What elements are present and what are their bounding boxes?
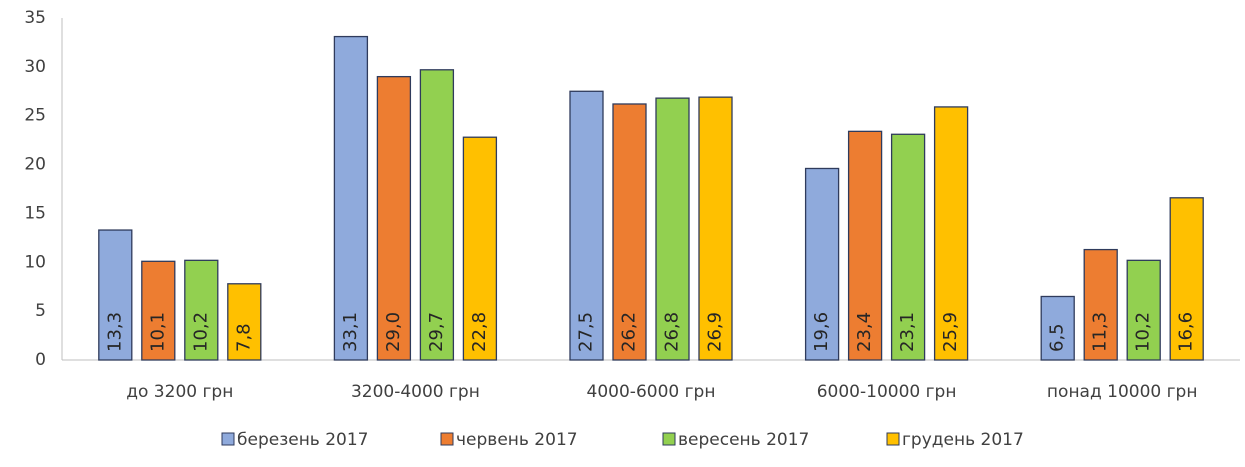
- bar: [933, 106, 969, 361]
- bar: [569, 90, 604, 361]
- value-label: 22,8: [469, 312, 490, 352]
- bar: [141, 260, 176, 361]
- bar: [419, 69, 455, 361]
- legend-label: вересень 2017: [678, 430, 809, 450]
- bar: [1169, 197, 1204, 361]
- x-tick-label: понад 10000 грн: [1047, 382, 1198, 402]
- y-tick-label: 10: [24, 252, 46, 272]
- y-tick-label: 25: [24, 106, 46, 126]
- bar: [847, 130, 883, 361]
- y-tick-label: 0: [35, 350, 46, 370]
- y-tick-label: 35: [24, 8, 46, 28]
- value-label: 16,6: [1176, 312, 1197, 352]
- bar: [612, 103, 647, 361]
- legend-label: червень 2017: [456, 430, 578, 450]
- value-label: 26,8: [662, 312, 683, 352]
- x-tick-label: 3200-4000 грн: [351, 382, 480, 402]
- legend-swatch: [662, 432, 676, 446]
- bar: [655, 97, 690, 361]
- value-label: 11,3: [1090, 312, 1111, 352]
- bar: [227, 283, 262, 361]
- value-label: 29,0: [383, 312, 404, 352]
- bar: [333, 35, 369, 361]
- bar: [462, 136, 498, 361]
- value-label: 29,7: [426, 312, 447, 352]
- y-tick-label: 20: [24, 155, 46, 175]
- legend-label: грудень 2017: [902, 430, 1024, 450]
- value-label: 7,8: [233, 323, 254, 352]
- x-tick-label: 4000-6000 грн: [587, 382, 716, 402]
- value-label: 10,2: [190, 312, 211, 352]
- value-label: 6,5: [1047, 323, 1068, 352]
- value-label: 23,4: [854, 312, 875, 352]
- bar: [890, 133, 926, 361]
- y-tick-label: 15: [24, 203, 46, 223]
- legend-swatch: [221, 432, 235, 446]
- bar: [98, 229, 133, 361]
- bar: [698, 96, 733, 361]
- legend-swatch: [886, 432, 900, 446]
- legend-label: березень 2017: [237, 430, 369, 450]
- value-label: 26,9: [705, 312, 726, 352]
- bar: [1040, 295, 1075, 361]
- bar: [184, 259, 219, 361]
- legend-swatch: [440, 432, 454, 446]
- value-label: 25,9: [940, 312, 961, 352]
- x-tick-label: 6000-10000 грн: [817, 382, 957, 402]
- value-label: 10,2: [1133, 312, 1154, 352]
- value-label: 33,1: [340, 312, 361, 352]
- value-label: 23,1: [897, 312, 918, 352]
- value-label: 13,3: [104, 312, 125, 352]
- value-label: 19,6: [811, 312, 832, 352]
- y-tick-label: 30: [24, 57, 46, 77]
- value-label: 26,2: [619, 312, 640, 352]
- y-tick-label: 5: [35, 301, 46, 321]
- value-label: 10,1: [147, 312, 168, 352]
- bar: [1083, 248, 1118, 361]
- bar: [1126, 259, 1161, 361]
- bar: [804, 167, 840, 361]
- x-tick-label: до 3200 грн: [126, 382, 233, 402]
- bar: [376, 75, 412, 361]
- value-label: 27,5: [576, 312, 597, 352]
